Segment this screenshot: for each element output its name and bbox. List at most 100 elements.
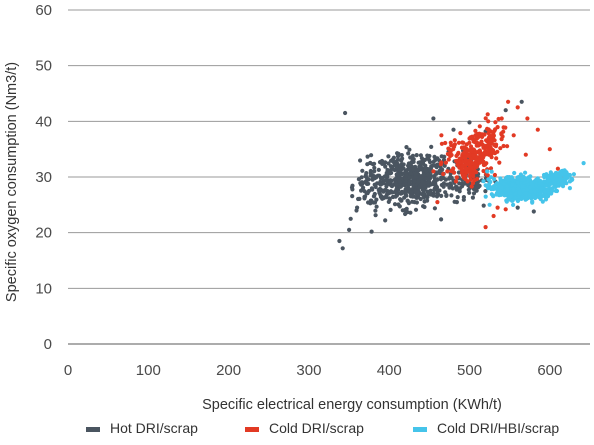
data-point xyxy=(565,171,570,176)
data-point xyxy=(492,177,497,182)
data-point xyxy=(442,163,447,168)
data-point xyxy=(451,166,456,171)
data-point xyxy=(485,169,490,174)
data-point xyxy=(481,203,486,208)
data-point xyxy=(414,153,419,158)
data-point xyxy=(448,174,453,180)
data-point xyxy=(396,176,401,181)
data-point xyxy=(486,127,491,132)
data-point xyxy=(448,149,453,154)
data-point xyxy=(384,184,389,189)
data-point xyxy=(451,127,456,132)
data-point xyxy=(383,160,388,165)
data-point xyxy=(492,186,497,191)
data-point xyxy=(413,174,418,179)
data-point xyxy=(484,143,489,148)
data-point xyxy=(516,186,521,191)
data-point xyxy=(498,179,503,184)
x-tick-label: 0 xyxy=(64,362,72,379)
data-point xyxy=(456,140,461,145)
data-point xyxy=(543,189,548,194)
data-point xyxy=(505,187,510,192)
data-point xyxy=(407,189,412,194)
data-point xyxy=(526,178,531,183)
data-point xyxy=(369,229,374,234)
data-point xyxy=(530,199,535,204)
data-point xyxy=(477,142,482,147)
data-point xyxy=(467,120,472,125)
data-point xyxy=(414,200,419,205)
data-point xyxy=(389,164,394,169)
data-point xyxy=(474,135,479,140)
data-point xyxy=(372,169,377,174)
data-point xyxy=(499,185,504,190)
data-point xyxy=(477,124,482,129)
data-point xyxy=(398,197,403,202)
data-point xyxy=(382,174,387,179)
data-point xyxy=(374,204,379,209)
data-point xyxy=(505,144,510,149)
data-point xyxy=(481,179,486,184)
data-point xyxy=(372,161,377,166)
data-point xyxy=(417,185,422,190)
data-point xyxy=(500,191,505,196)
data-point xyxy=(523,152,528,157)
data-point xyxy=(376,188,381,193)
data-point xyxy=(403,182,408,187)
x-tick-label: 200 xyxy=(216,362,241,379)
data-point xyxy=(520,184,525,189)
data-point xyxy=(449,143,454,148)
data-point xyxy=(413,207,419,212)
data-point xyxy=(548,182,553,187)
data-point xyxy=(443,140,448,146)
data-point xyxy=(516,176,521,182)
data-point xyxy=(368,170,373,175)
data-point xyxy=(455,162,460,167)
data-point xyxy=(485,112,490,117)
data-point xyxy=(386,161,391,166)
data-point xyxy=(426,192,431,197)
data-point xyxy=(535,127,540,132)
data-point xyxy=(540,199,545,204)
data-point xyxy=(495,205,500,210)
data-point xyxy=(467,136,472,141)
data-point xyxy=(538,178,543,183)
data-point xyxy=(483,162,488,167)
data-point xyxy=(555,166,561,171)
data-point xyxy=(405,198,410,203)
data-point xyxy=(449,152,454,158)
legend-swatch xyxy=(413,427,427,432)
data-point xyxy=(488,166,494,171)
data-point xyxy=(501,143,506,149)
data-point xyxy=(547,191,552,196)
data-point xyxy=(511,133,516,138)
data-point xyxy=(348,216,353,221)
data-point xyxy=(489,155,494,160)
data-point xyxy=(406,151,411,156)
data-point xyxy=(413,188,418,193)
data-point xyxy=(445,151,450,157)
data-point xyxy=(441,171,446,177)
data-point xyxy=(372,165,377,170)
y-axis-label: Specific oxygen consumption (Nm3/t) xyxy=(4,62,20,302)
data-point xyxy=(461,151,466,156)
data-point xyxy=(388,178,393,183)
data-point xyxy=(443,160,448,165)
data-point xyxy=(439,160,444,165)
legend-label: Hot DRI/scrap xyxy=(110,420,198,436)
data-point xyxy=(469,184,474,189)
data-point xyxy=(389,158,394,163)
data-point xyxy=(472,148,477,153)
data-point xyxy=(439,133,444,138)
data-point xyxy=(467,169,472,174)
data-point xyxy=(481,152,486,158)
data-point xyxy=(493,120,498,125)
data-point xyxy=(425,172,431,177)
data-point xyxy=(455,195,460,200)
data-point xyxy=(381,196,386,201)
data-point xyxy=(398,184,403,189)
data-point xyxy=(452,138,457,143)
data-point xyxy=(543,183,549,188)
data-point xyxy=(428,160,433,165)
data-point xyxy=(383,178,388,183)
